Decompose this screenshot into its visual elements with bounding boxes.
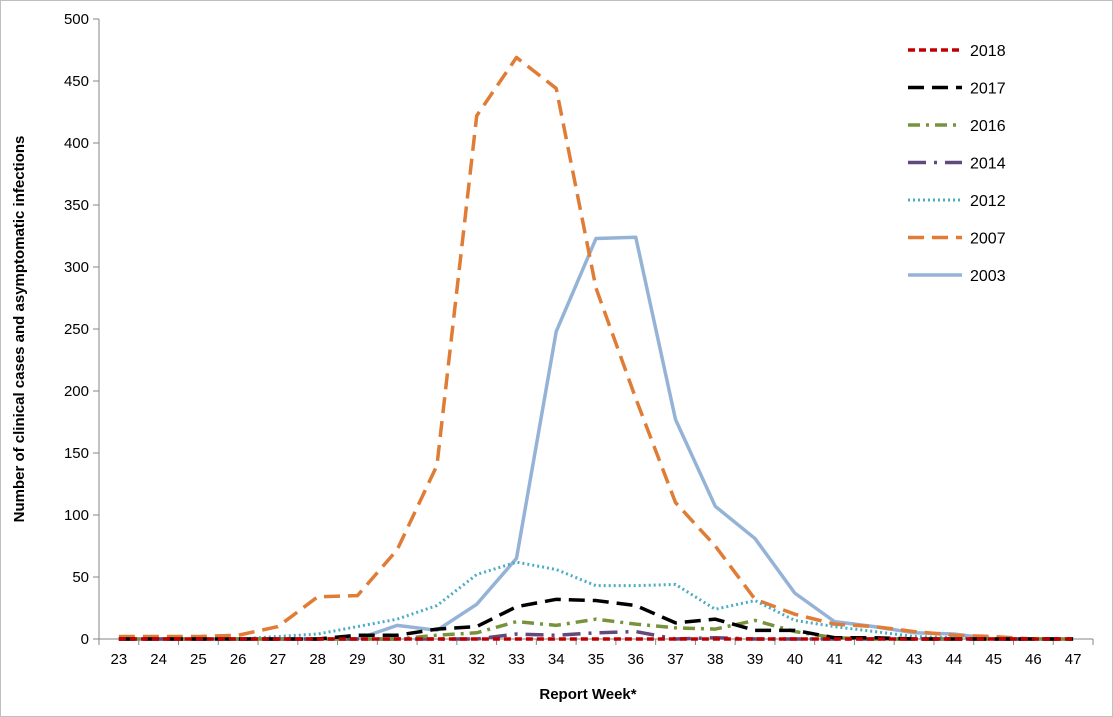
series-2007-point: [715, 546, 716, 547]
series-2007-point: [317, 596, 318, 597]
x-tick-label: 37: [667, 651, 684, 668]
y-tick-label: 400: [64, 135, 89, 152]
y-tick-label: 100: [64, 507, 89, 524]
x-tick-label: 27: [270, 651, 287, 668]
x-tick-label: 42: [866, 651, 883, 668]
x-tick-label: 25: [190, 651, 207, 668]
series-2012-point: [755, 600, 756, 601]
x-tick-label: 45: [985, 651, 1002, 668]
x-tick-label: 38: [707, 651, 724, 668]
legend-label-2014: 2014: [970, 156, 1006, 173]
series-2007-point: [397, 549, 398, 550]
x-tick-label: 39: [747, 651, 764, 668]
series-2014-point: [596, 632, 597, 633]
x-axis-ticks: 23 24 25 26 27 28 29 30 31 32 33 34 35 36 37 38 39 40 41 42…: [98, 639, 1094, 668]
y-axis-ticks: 0 50 100 150 200 250 300 350 400 450 500: [64, 11, 99, 648]
x-tick-label: 32: [468, 651, 485, 668]
x-tick-label: 26: [230, 651, 247, 668]
x-tick-label: 47: [1065, 651, 1082, 668]
series-2012-point: [794, 620, 795, 621]
x-tick-label: 36: [627, 651, 644, 668]
series-2012-point: [317, 634, 318, 635]
legend-label-2016: 2016: [970, 118, 1006, 135]
series-2014-point: [556, 635, 557, 636]
y-tick-label: 50: [72, 569, 89, 586]
series-2007-point: [635, 398, 636, 399]
x-tick-label: 44: [945, 651, 962, 668]
series-2012-point: [357, 626, 358, 627]
legend-label-2018: 2018: [970, 43, 1006, 60]
x-tick-label: 24: [150, 651, 167, 668]
x-tick-label: 34: [548, 651, 565, 668]
series-2017-point: [635, 605, 636, 606]
series-2007-point: [993, 636, 994, 637]
y-tick-label: 350: [64, 197, 89, 214]
x-tick-label: 29: [349, 651, 366, 668]
series-2007-point: [755, 599, 756, 600]
y-tick-label: 200: [64, 383, 89, 400]
y-tick-label: 300: [64, 259, 89, 276]
legend-label-2017: 2017: [970, 81, 1006, 98]
series-2003-line: [118, 235, 1074, 641]
y-tick-label: 150: [64, 445, 89, 462]
series-2014-point: [635, 631, 636, 632]
series-2017-point: [516, 606, 517, 607]
series-2017-point: [357, 635, 358, 636]
series-2007-point: [436, 465, 437, 466]
series-2012-point: [834, 626, 835, 627]
x-axis-title: Report Week*: [539, 686, 636, 703]
x-tick-label: 43: [906, 651, 923, 668]
x-tick-label: 40: [786, 651, 803, 668]
series-2012-point: [556, 569, 557, 570]
legend-label-2012: 2012: [970, 193, 1006, 210]
y-tick-label: 250: [64, 321, 89, 338]
x-tick-label: 31: [429, 651, 446, 668]
y-axis-title: Number of clinical cases and asymptomati…: [11, 136, 28, 523]
x-tick-label: 33: [508, 651, 525, 668]
legend-label-2007: 2007: [970, 231, 1006, 248]
series-2012-point: [914, 636, 915, 637]
y-tick-label: 450: [64, 73, 89, 90]
series-2012-point: [277, 636, 278, 637]
x-tick-label: 35: [588, 651, 605, 668]
legend: 2018 2017 2016 2014 2012 2007 2003: [908, 43, 1006, 285]
series-2012-point: [874, 631, 875, 632]
legend-label-2003: 2003: [970, 268, 1006, 285]
y-tick-label: 0: [81, 631, 89, 648]
y-tick-label: 500: [64, 11, 89, 28]
x-tick-label: 23: [111, 651, 128, 668]
x-tick-label: 46: [1025, 651, 1042, 668]
series-2012-point: [715, 609, 716, 610]
series-2007-line: [118, 55, 1074, 641]
series-2007-point: [238, 635, 239, 636]
series-2012-point: [516, 562, 517, 563]
series-2017-point: [476, 626, 477, 627]
x-tick-label: 41: [826, 651, 843, 668]
x-tick-label: 30: [389, 651, 406, 668]
series-layer: [118, 55, 1074, 641]
x-tick-label: 28: [309, 651, 326, 668]
